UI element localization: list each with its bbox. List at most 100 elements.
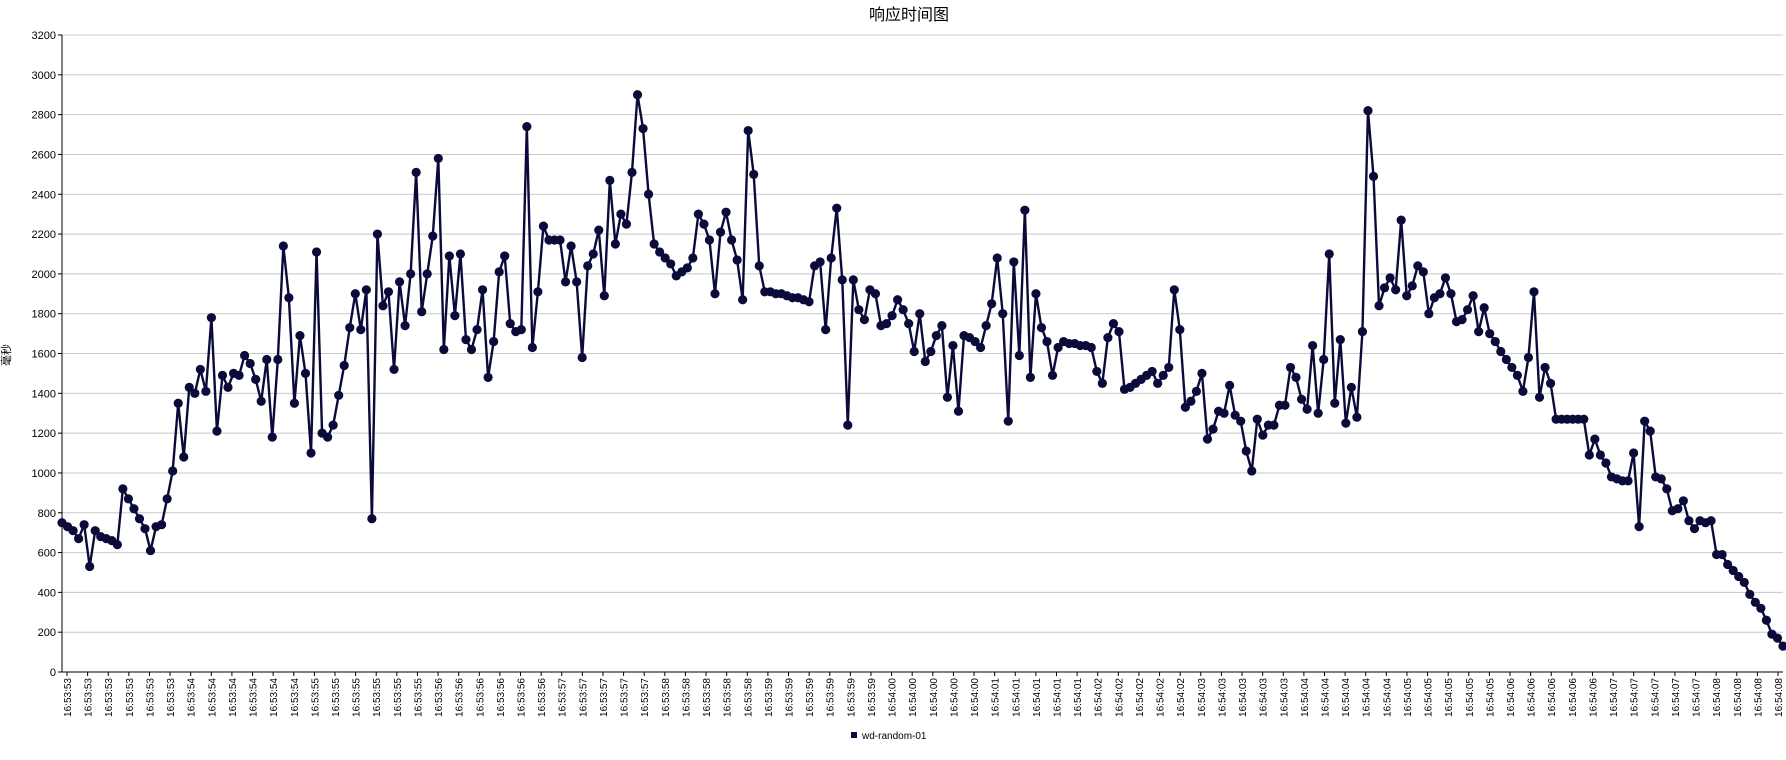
data-point: [655, 247, 665, 257]
data-point: [472, 325, 482, 335]
data-point: [1247, 466, 1257, 476]
data-point: [599, 291, 609, 301]
data-point: [367, 514, 377, 524]
data-point: [976, 342, 986, 353]
data-point: [970, 336, 980, 347]
data-point: [118, 484, 128, 494]
data-point: [311, 247, 322, 257]
data-point: [1595, 450, 1605, 460]
data-point: [1302, 404, 1312, 414]
x-tick-label: 16:53:54: [228, 678, 239, 717]
data-point: [206, 313, 217, 323]
data-point: [1534, 392, 1545, 402]
data-point: [638, 123, 648, 134]
data-point: [1147, 366, 1157, 377]
x-tick-label: 16:53:59: [805, 678, 816, 717]
x-tick-label: 16:53:56: [475, 678, 486, 717]
data-point: [1418, 267, 1428, 277]
x-tick-label: 16:53:59: [867, 678, 878, 717]
x-tick-label: 16:54:01: [991, 678, 1002, 717]
x-tick-label: 16:53:56: [537, 678, 548, 717]
data-point: [1761, 615, 1771, 625]
x-tick-label: 16:54:07: [1630, 678, 1641, 717]
data-point: [68, 526, 78, 536]
x-tick-label: 16:54:00: [929, 678, 940, 717]
x-tick-label: 16:54:02: [1156, 678, 1167, 717]
data-point: [1717, 549, 1727, 560]
x-tick-label: 16:54:07: [1692, 678, 1703, 717]
x-tick-label: 16:54:06: [1547, 678, 1558, 717]
data-point: [500, 251, 510, 261]
data-point: [466, 344, 477, 355]
data-point: [1280, 400, 1290, 410]
data-point: [1374, 301, 1384, 311]
data-point: [1628, 448, 1639, 458]
x-tick-labels: 16:53:53 16:53:53 16:53:53 16:53:53 16:53:53…: [63, 672, 1785, 717]
data-point: [195, 364, 205, 375]
data-point: [555, 235, 565, 245]
data-point: [538, 221, 549, 231]
x-tick-label: 16:53:59: [785, 678, 796, 717]
data-point: [610, 239, 620, 249]
data-point: [334, 390, 344, 400]
x-tick-label: 16:54:08: [1733, 678, 1744, 717]
y-tick-label: 3000: [32, 70, 56, 82]
x-tick-label: 16:54:05: [1465, 678, 1476, 717]
data-point: [527, 342, 537, 353]
data-point: [1324, 249, 1334, 259]
data-point: [134, 514, 145, 524]
data-point: [1346, 382, 1356, 392]
y-axis-label: 毫秒: [0, 344, 13, 366]
x-tick-label: 16:53:58: [723, 678, 734, 717]
x-tick-label: 16:53:57: [599, 678, 610, 717]
y-tick-label: 200: [38, 627, 56, 639]
data-point: [444, 251, 454, 261]
x-tick-label: 16:54:00: [949, 678, 960, 717]
data-point: [157, 520, 167, 530]
data-point: [284, 293, 294, 303]
x-tick-label: 16:54:08: [1712, 678, 1723, 717]
data-point: [179, 452, 189, 462]
x-tick-label: 16:53:55: [393, 678, 404, 717]
y-tick-label: 1800: [32, 309, 56, 321]
data-point: [1296, 394, 1307, 404]
x-tick-label: 16:53:58: [743, 678, 754, 717]
data-point: [223, 382, 233, 392]
data-point: [754, 261, 764, 271]
x-tick-label: 16:53:55: [310, 678, 321, 717]
x-tick-label: 16:53:53: [145, 678, 156, 717]
x-tick-label: 16:53:54: [207, 678, 218, 717]
data-point: [145, 545, 156, 556]
data-point: [1202, 434, 1213, 444]
data-point: [1308, 340, 1318, 351]
x-tick-label: 16:53:55: [352, 678, 363, 717]
data-point: [1623, 476, 1633, 486]
data-point: [843, 420, 853, 430]
y-tick-label: 3200: [32, 30, 56, 42]
data-point: [821, 325, 831, 335]
legend-entry-wd-random-01: wd-random-01: [861, 731, 927, 742]
data-point: [1540, 362, 1550, 373]
data-point: [998, 309, 1008, 319]
data-point: [915, 309, 925, 319]
data-point: [278, 241, 288, 251]
data-point: [1053, 342, 1063, 353]
x-tick-label: 16:54:00: [888, 678, 899, 717]
x-tick-label: 16:53:58: [661, 678, 672, 717]
x-tick-label: 16:54:04: [1300, 678, 1311, 717]
data-point: [1402, 291, 1412, 301]
x-tick-label: 16:54:03: [1259, 678, 1270, 717]
data-point: [190, 388, 200, 398]
data-point: [632, 90, 643, 100]
data-point: [533, 287, 543, 297]
data-point: [1208, 424, 1218, 434]
data-point: [1031, 289, 1041, 299]
data-point: [1191, 386, 1202, 396]
data-point: [90, 526, 100, 536]
data-point: [494, 267, 504, 277]
data-point: [1225, 380, 1235, 390]
x-tick-label: 16:53:53: [63, 678, 74, 717]
data-point: [85, 561, 95, 572]
x-tick-label: 16:54:06: [1588, 678, 1599, 717]
data-point: [887, 311, 897, 321]
